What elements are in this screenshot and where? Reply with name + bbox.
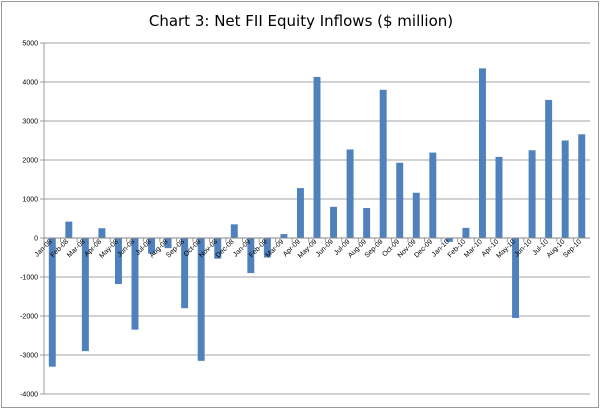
bar [495,156,503,238]
bar [48,238,56,367]
bar [296,188,304,238]
y-tick-label: 3000 [22,119,38,126]
bar [478,68,486,238]
y-axis-tick-labels: -4000 -3000 -2000 -1000 0 1000 2000 3000 4000 500… [20,41,38,399]
bar [114,238,122,285]
bar [230,224,238,238]
bar [263,238,271,258]
bar [462,227,470,238]
y-tick-label: -4000 [20,392,38,399]
x-tick-label: Sep-10 [562,238,583,259]
bar [313,76,321,239]
bar [65,221,73,238]
bar [578,134,586,238]
y-tick-label: 5000 [22,41,38,48]
bar [280,234,288,238]
bar [561,140,569,238]
bar [545,99,553,238]
bar [98,228,106,238]
bar [346,149,354,238]
axes [40,42,590,395]
bar [247,238,255,274]
bar [445,238,453,242]
y-tick-label: -2000 [20,314,38,321]
y-tick-label: 0 [34,236,38,243]
y-tick-label: 1000 [22,197,38,204]
bar [131,238,139,330]
bar [214,238,222,259]
bar [396,162,404,238]
bar [528,150,536,238]
bar [429,152,437,238]
bar [197,238,205,361]
bar [181,238,189,309]
chart-title: Chart 3: Net FII Equity Inflows ($ milli… [148,12,454,30]
bars [48,68,586,367]
y-tick-label: 4000 [22,80,38,87]
y-tick-label: -3000 [20,353,38,360]
bar [148,238,156,254]
bar [363,207,371,238]
bar [81,238,89,352]
y-tick-label: -1000 [20,275,38,282]
x-tick-label: May-09 [297,238,319,260]
bar [164,238,172,249]
x-tick-label: Dec-09 [413,238,434,259]
bar [330,206,338,238]
x-tick-label: Mar-10 [463,238,484,259]
bar [412,192,420,238]
x-tick-label: Sep-09 [364,238,385,259]
bar [379,89,387,238]
bar [512,238,520,318]
y-tick-label: 2000 [22,158,38,165]
